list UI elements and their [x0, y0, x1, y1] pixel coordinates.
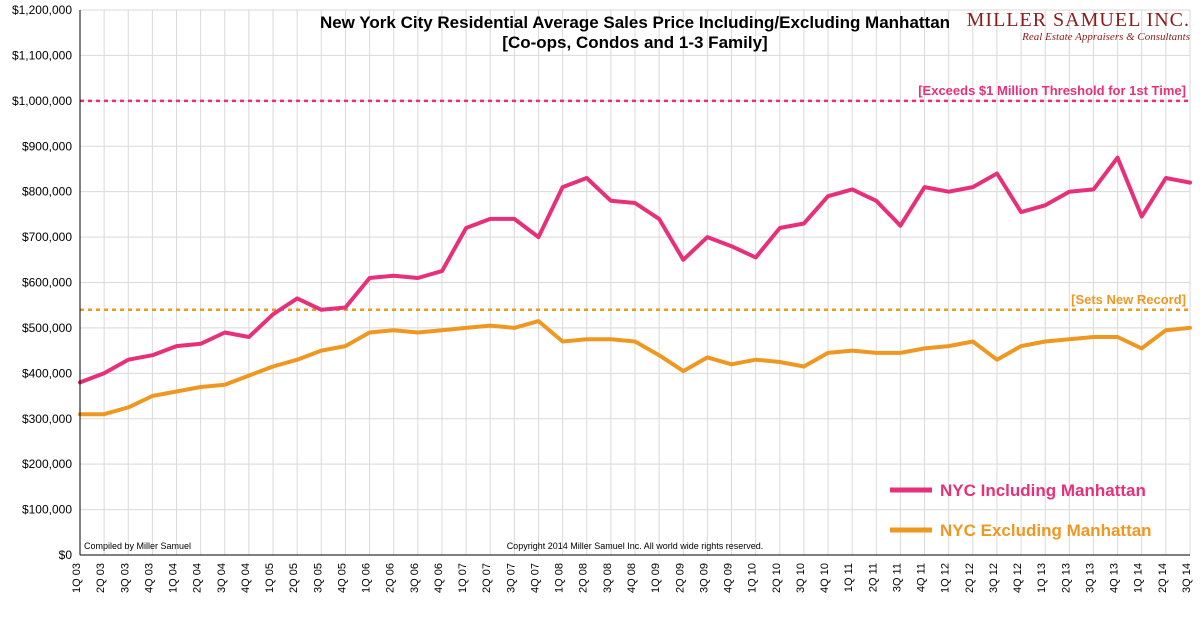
x-tick-label: 1Q 05: [264, 563, 276, 593]
x-tick-label: 1Q 04: [168, 563, 180, 593]
x-tick-label: 4Q 10: [819, 563, 831, 593]
x-tick-label: 2Q 12: [964, 563, 976, 593]
y-tick-label: $200,000: [22, 457, 72, 471]
x-tick-label: 3Q 11: [891, 563, 903, 592]
x-tick-label: 3Q 14: [1181, 563, 1193, 593]
x-tick-label: 3Q 06: [409, 563, 421, 593]
x-tick-label: 2Q 13: [1060, 563, 1072, 593]
x-tick-label: 1Q 10: [747, 563, 759, 593]
x-tick-label: 4Q 04: [240, 563, 252, 593]
chart-title-line2: [Co-ops, Condos and 1-3 Family]: [502, 33, 767, 52]
x-tick-label: 3Q 12: [988, 563, 1000, 593]
x-tick-label: 1Q 11: [843, 563, 855, 592]
x-tick-label: 1Q 14: [1133, 563, 1145, 593]
x-tick-label: 4Q 05: [336, 563, 348, 593]
x-tick-label: 3Q 04: [216, 563, 228, 593]
y-tick-label: $900,000: [22, 139, 72, 153]
brand-name: MILLER SAMUEL INC.: [967, 9, 1190, 31]
x-tick-label: 3Q 03: [119, 563, 131, 593]
x-tick-label: 3Q 05: [312, 563, 324, 593]
x-tick-label: 2Q 06: [385, 563, 397, 593]
y-tick-label: $700,000: [22, 230, 72, 244]
x-tick-label: 3Q 09: [698, 563, 710, 593]
x-tick-label: 2Q 08: [578, 563, 590, 593]
x-tick-label: 4Q 13: [1109, 563, 1121, 593]
y-tick-label: $100,000: [22, 503, 72, 517]
chart-svg: $0 $100,000 $200,000 $300,000 $400,000 $500,0…: [0, 0, 1200, 622]
x-tick-label: 4Q 09: [723, 563, 735, 593]
threshold-label: [Sets New Record]: [1071, 292, 1186, 307]
x-tick-label: 1Q 06: [361, 563, 373, 593]
x-tick-label: 4Q 11: [916, 563, 928, 592]
x-tick-label: 4Q 06: [433, 563, 445, 593]
x-tick-label: 1Q 08: [554, 563, 566, 593]
x-tick-label: 2Q 03: [95, 563, 107, 593]
x-tick-label: 1Q 12: [940, 563, 952, 593]
x-tick-label: 4Q 12: [1012, 563, 1024, 593]
y-tick-label: $300,000: [22, 412, 72, 426]
chart-title-line1: New York City Residential Average Sales …: [320, 13, 950, 32]
x-tick-label: 2Q 04: [192, 563, 204, 593]
y-tick-label: $500,000: [22, 321, 72, 335]
x-tick-label: 3Q 10: [795, 563, 807, 593]
x-tick-label: 3Q 08: [602, 563, 614, 593]
y-tick-label: $0: [59, 548, 73, 562]
x-tick-label: 2Q 05: [288, 563, 300, 593]
y-tick-label: $600,000: [22, 276, 72, 290]
footer-center: Copyright 2014 Miller Samuel Inc. All wo…: [507, 541, 764, 551]
x-tick-label: 3Q 07: [505, 563, 517, 593]
x-tick-label: 1Q 07: [457, 563, 469, 593]
x-tick-label: 2Q 09: [674, 563, 686, 593]
x-tick-label: 2Q 07: [481, 563, 493, 593]
footer-left: Compiled by Miller Samuel: [84, 541, 191, 551]
y-tick-label: $800,000: [22, 185, 72, 199]
x-tick-label: 3Q 13: [1084, 563, 1096, 593]
x-tick-label: 1Q 03: [71, 563, 83, 593]
x-tick-label: 4Q 07: [529, 563, 541, 593]
legend-label: NYC Excluding Manhattan: [940, 521, 1152, 540]
y-tick-label: $400,000: [22, 366, 72, 380]
y-tick-label: $1,100,000: [12, 48, 72, 62]
y-tick-label: $1,000,000: [12, 94, 72, 108]
legend-label: NYC Including Manhattan: [940, 481, 1146, 500]
brand-tagline: Real Estate Appraisers & Consultants: [1021, 31, 1190, 43]
x-tick-label: 4Q 03: [143, 563, 155, 593]
y-tick-label: $1,200,000: [12, 3, 72, 17]
x-tick-label: 2Q 11: [867, 563, 879, 592]
x-tick-label: 2Q 14: [1157, 563, 1169, 593]
threshold-label: [Exceeds $1 Million Threshold for 1st Ti…: [918, 83, 1186, 98]
x-tick-label: 4Q 08: [626, 563, 638, 593]
x-tick-label: 1Q 09: [650, 563, 662, 593]
x-tick-label: 2Q 10: [771, 563, 783, 593]
x-tick-label: 1Q 13: [1036, 563, 1048, 593]
